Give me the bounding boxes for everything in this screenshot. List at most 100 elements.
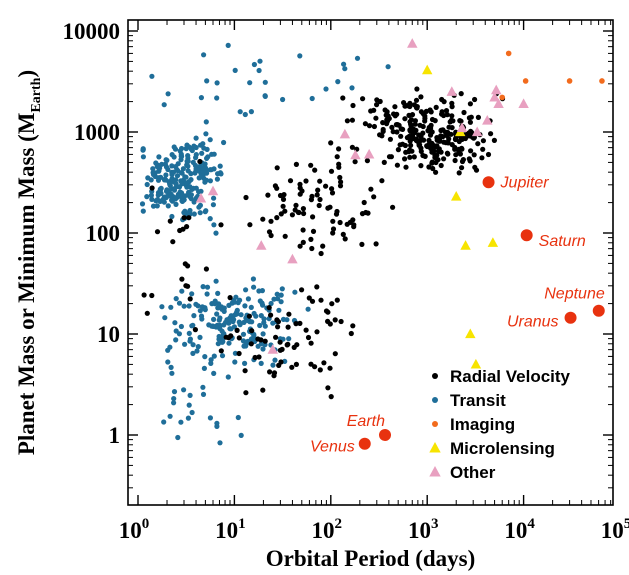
- radial-velocity-point: [252, 354, 258, 361]
- transit-point: [210, 323, 216, 329]
- transit-point: [214, 311, 220, 317]
- transit-point: [154, 197, 161, 203]
- radial-velocity-point: [416, 132, 422, 138]
- radial-velocity-point: [291, 344, 297, 350]
- radial-velocity-point: [449, 113, 455, 119]
- data-points: [139, 38, 605, 446]
- transit-point: [226, 340, 232, 346]
- transit-point: [276, 307, 282, 313]
- radial-velocity-point: [284, 342, 290, 348]
- radial-velocity-point: [223, 334, 229, 340]
- microlensing-point: [465, 328, 476, 339]
- transit-point: [207, 137, 213, 143]
- transit-point: [209, 151, 215, 157]
- radial-velocity-point: [379, 178, 385, 184]
- legend-label-microlensing: Microlensing: [450, 439, 555, 458]
- other-point: [287, 253, 298, 264]
- legend-label-other: Other: [450, 463, 496, 482]
- radial-velocity-point: [416, 140, 422, 146]
- microlensing-point: [470, 358, 482, 369]
- transit-point: [224, 317, 230, 323]
- radial-velocity-point: [467, 119, 473, 125]
- transit-point: [260, 302, 266, 308]
- radial-velocity-point: [449, 104, 455, 110]
- transit-point: [153, 160, 159, 166]
- imaging-point: [499, 94, 506, 101]
- transit-point: [199, 165, 206, 171]
- transit-point: [156, 168, 162, 174]
- transit-point: [228, 316, 234, 322]
- transit-point: [256, 67, 262, 74]
- transit-point: [193, 144, 199, 151]
- radial-velocity-point: [379, 133, 385, 139]
- radial-velocity-point: [249, 328, 255, 334]
- radial-velocity-point: [308, 162, 314, 168]
- imaging-point: [599, 78, 605, 84]
- radial-velocity-point: [218, 348, 224, 354]
- transit-point: [195, 344, 201, 350]
- transit-point: [182, 341, 188, 347]
- transit-point: [204, 146, 210, 152]
- transit-point: [185, 163, 191, 169]
- transit-point: [206, 322, 212, 328]
- transit-point: [162, 315, 168, 321]
- other-point: [350, 149, 361, 160]
- transit-point: [188, 177, 194, 183]
- transit-point: [171, 144, 177, 150]
- radial-velocity-point: [380, 128, 386, 134]
- radial-velocity-point: [300, 206, 306, 212]
- radial-velocity-point: [467, 158, 473, 164]
- radial-velocity-point: [274, 165, 280, 171]
- transit-point: [163, 177, 169, 183]
- radial-velocity-point: [275, 324, 281, 330]
- radial-velocity-point: [327, 204, 333, 210]
- transit-point: [297, 53, 303, 59]
- transit-point: [260, 331, 266, 337]
- other-point: [493, 98, 504, 108]
- radial-velocity-point: [236, 335, 242, 341]
- radial-velocity-point: [452, 136, 459, 142]
- transit-point: [181, 210, 187, 216]
- transit-point: [214, 176, 220, 182]
- radial-velocity-point: [265, 192, 271, 198]
- jupiter-marker: [482, 176, 495, 189]
- legend: Radial Velocity Transit Imaging Microlensin…: [429, 367, 571, 482]
- transit-point: [144, 181, 150, 188]
- radial-velocity-point: [314, 192, 320, 198]
- radial-velocity-point: [300, 239, 306, 245]
- transit-point: [341, 61, 347, 67]
- microlensing-point: [487, 237, 499, 247]
- radial-velocity-point: [273, 334, 279, 340]
- radial-velocity-point: [267, 369, 273, 375]
- radial-velocity-point: [248, 341, 254, 347]
- transit-point: [208, 167, 214, 173]
- radial-velocity-point: [359, 241, 365, 247]
- imaging-point: [505, 50, 512, 57]
- transit-point: [169, 370, 175, 376]
- radial-velocity-point: [394, 162, 400, 168]
- radial-velocity-point: [418, 109, 424, 115]
- transit-point: [191, 211, 197, 217]
- radial-velocity-point: [468, 148, 474, 154]
- transit-point: [234, 307, 240, 313]
- transit-point: [178, 419, 184, 425]
- radial-velocity-point: [256, 354, 262, 360]
- other-point: [489, 91, 500, 102]
- radial-velocity-point: [428, 122, 434, 128]
- transit-point: [200, 141, 206, 147]
- transit-point: [159, 161, 165, 167]
- transit-point: [280, 96, 286, 103]
- transit-point: [214, 80, 220, 86]
- radial-velocity-point: [293, 321, 299, 327]
- radial-velocity-point: [268, 218, 274, 224]
- radial-velocity-point: [380, 120, 386, 126]
- transit-point: [202, 209, 208, 215]
- transit-point: [186, 210, 192, 216]
- radial-velocity-point: [428, 145, 434, 151]
- transit-point: [200, 384, 206, 390]
- radial-velocity-point: [407, 119, 413, 125]
- radial-velocity-point: [386, 154, 393, 160]
- radial-velocity-point: [443, 108, 450, 114]
- transit-point: [225, 374, 231, 380]
- radial-velocity-point: [429, 160, 435, 166]
